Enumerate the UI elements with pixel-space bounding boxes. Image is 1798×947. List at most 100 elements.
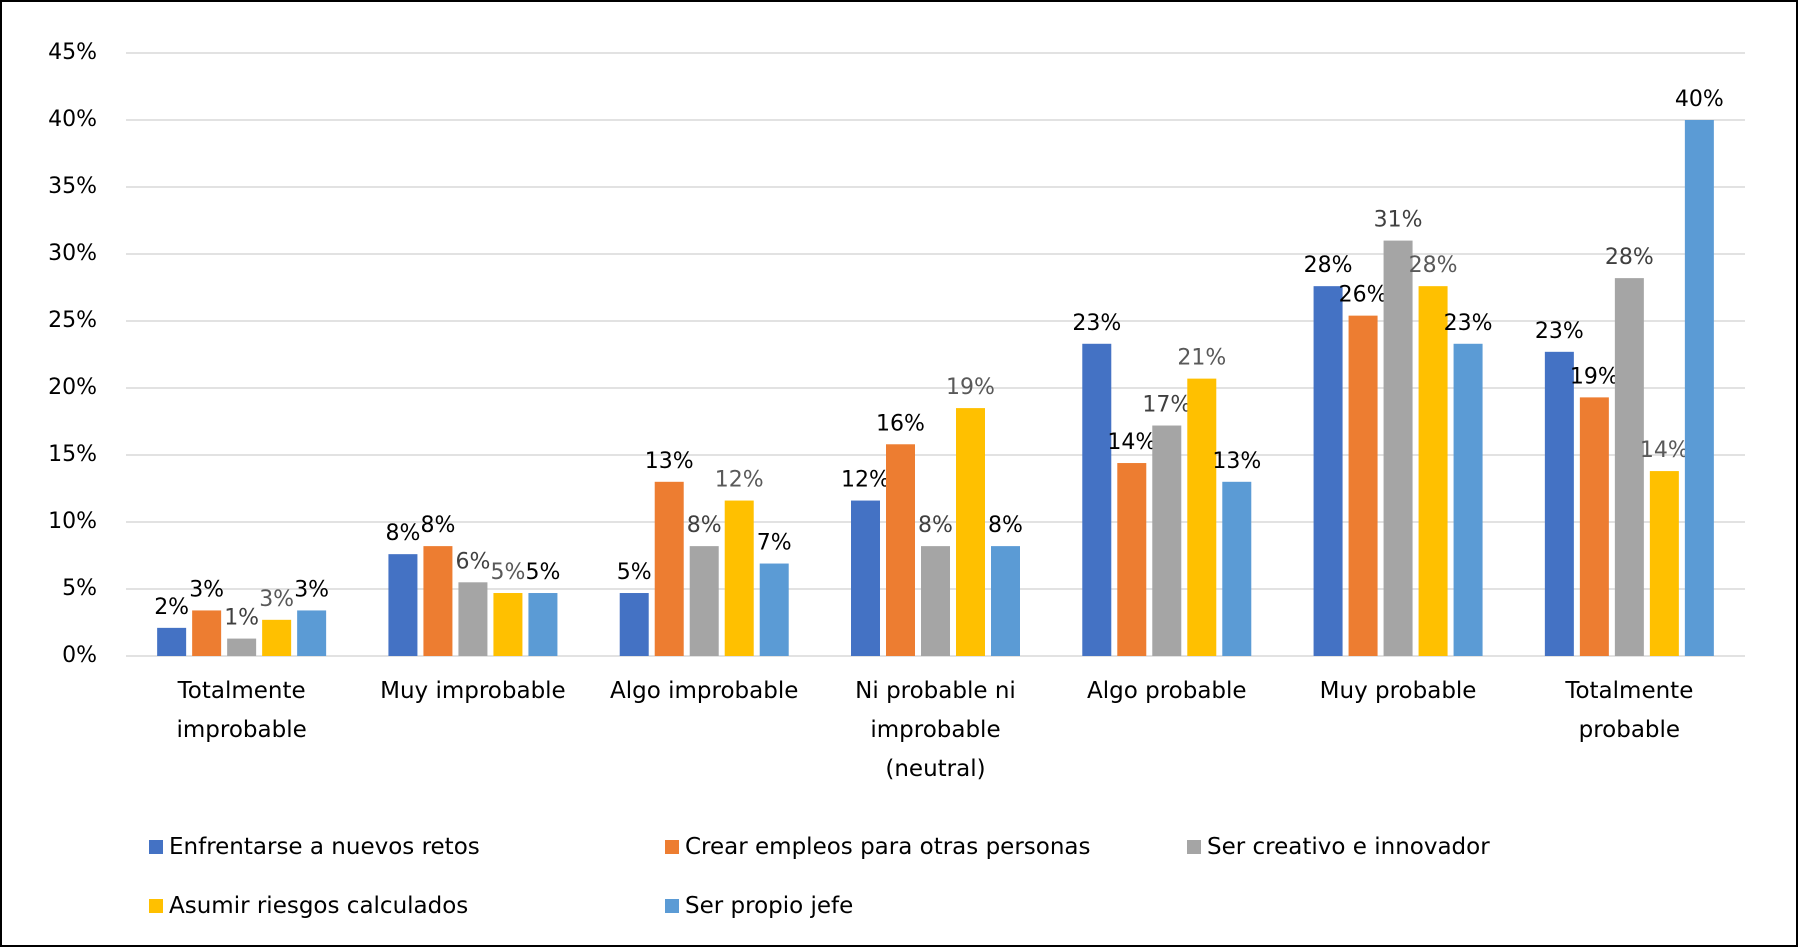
legend-item: Enfrentarse a nuevos retos [149,834,480,860]
y-tick-label: 40% [48,107,97,132]
data-label: 8% [918,513,953,538]
bar [388,554,418,656]
legend-item: Crear empleos para otras personas [665,834,1091,860]
data-label: 16% [876,411,925,436]
bar [759,563,789,656]
x-tick-label: Totalmente probable [1565,678,1694,743]
data-label: 2% [154,595,189,620]
data-label: 3% [294,577,329,602]
data-label: 17% [1142,393,1191,418]
data-label: 40% [1675,87,1724,112]
data-label: 3% [259,587,294,612]
y-tick-label: 5% [62,576,97,601]
bar [1152,425,1182,656]
data-label: 8% [420,513,455,538]
bar [1649,471,1679,656]
data-label: 8% [385,521,420,546]
data-label: 3% [189,577,224,602]
bar [689,546,719,656]
legend-swatch [665,840,679,854]
x-tick-label: Ni probable ni improbable (neutral) [855,678,1016,782]
bar [1453,343,1483,656]
data-label: 26% [1339,283,1388,308]
legend-swatch [149,840,163,854]
y-tick-label: 35% [48,174,97,199]
legend-label: Enfrentarse a nuevos retos [169,834,480,860]
data-label: 14% [1107,430,1156,455]
data-label: 8% [988,513,1023,538]
bar [458,582,488,656]
data-label: 23% [1072,311,1121,336]
x-tick-label: Muy improbable [380,678,566,704]
bar [1383,240,1413,656]
x-tick-label: Muy probable [1319,678,1477,704]
legend-item: Ser creativo e innovador [1187,834,1490,860]
bar [991,546,1020,656]
bar [1117,463,1147,656]
y-tick-label: 20% [48,375,97,400]
y-tick-label: 45% [48,40,97,65]
data-label: 6% [455,549,490,574]
bar [227,638,257,656]
x-tick-label: Totalmente improbable [176,678,307,743]
bar [1418,286,1448,656]
y-tick-label: 30% [48,241,97,266]
y-tick-label: 10% [48,509,97,534]
data-label: 14% [1640,438,1689,463]
bar [886,444,915,656]
bar [1222,481,1252,656]
data-label: 12% [841,468,890,493]
data-label: 28% [1605,245,1654,270]
bar [956,408,985,656]
y-tick-label: 15% [48,442,97,467]
bar [157,627,187,656]
bar [262,619,292,656]
data-label: 5% [490,560,525,585]
data-label: 13% [1212,449,1261,474]
legend-item: Asumir riesgos calculados [149,893,468,919]
data-label: 13% [645,449,694,474]
legend-label: Asumir riesgos calculados [169,893,469,919]
bar [654,481,684,656]
bar [921,546,950,656]
data-label: 7% [757,531,792,556]
bar [297,610,327,656]
x-tick-label: Algo probable [1087,678,1247,704]
bar [192,610,222,656]
data-label: 19% [946,375,995,400]
data-label: 28% [1304,253,1353,278]
bar [1187,378,1217,656]
legend-label: Ser propio jefe [685,893,854,919]
data-label: 31% [1374,208,1423,233]
bar [724,500,754,656]
bar [528,593,558,656]
bar [851,500,880,656]
data-label: 5% [525,560,560,585]
data-label: 5% [617,560,652,585]
bar [619,593,649,656]
data-label: 12% [715,468,764,493]
data-label: 28% [1409,253,1458,278]
bar [1684,120,1714,656]
data-label: 8% [687,513,722,538]
legend-swatch [1187,840,1201,854]
legend-swatch [149,899,163,913]
bar [1348,315,1378,656]
bar [1082,343,1112,656]
bar [1614,278,1644,656]
data-label: 21% [1177,346,1226,371]
legend-swatch [665,899,679,913]
data-label: 1% [224,606,259,631]
legend-label: Ser creativo e innovador [1207,834,1490,860]
bar [1544,351,1574,656]
x-tick-label: Algo improbable [610,678,799,704]
bar [493,593,523,656]
y-tick-label: 0% [62,643,97,668]
data-label: 23% [1444,311,1493,336]
bar [1313,286,1343,656]
legend-item: Ser propio jefe [665,893,853,919]
data-label: 23% [1535,319,1584,344]
bar [1579,397,1609,656]
